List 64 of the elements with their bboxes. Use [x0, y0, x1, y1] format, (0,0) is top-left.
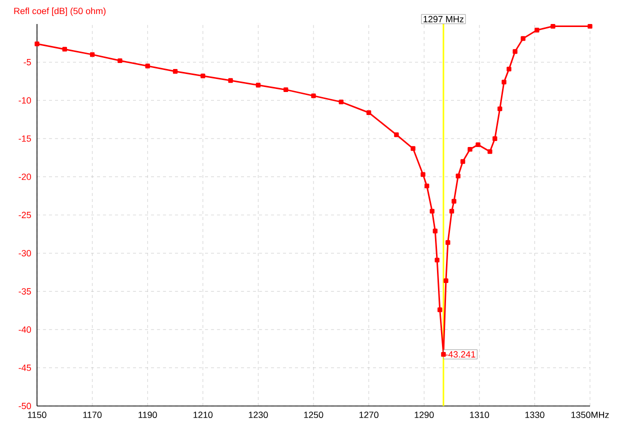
x-tick-label: 1310 — [470, 412, 490, 418]
point — [228, 78, 233, 83]
point — [410, 146, 416, 151]
x-tick-label: 1350MHz — [571, 412, 609, 418]
point — [256, 82, 261, 88]
y-tick-label: -10 — [18, 97, 31, 104]
point — [441, 352, 446, 357]
point — [438, 307, 442, 312]
x-tick-label: 1170 — [83, 412, 102, 418]
point — [200, 74, 206, 78]
point — [420, 172, 426, 177]
point — [284, 87, 288, 92]
point — [430, 208, 434, 214]
x-tick-label: 1190 — [138, 412, 157, 418]
annotation: -43.241 — [446, 351, 476, 358]
point — [498, 106, 502, 112]
y-tick-label: -45 — [18, 364, 31, 371]
y-tick-label: -50 — [18, 402, 31, 410]
x-tick-label: 1210 — [194, 412, 213, 418]
point — [449, 208, 454, 214]
point — [432, 228, 438, 234]
x-tick-label: 1150 — [28, 412, 46, 418]
point — [434, 258, 440, 262]
point — [534, 28, 540, 32]
point — [424, 184, 430, 188]
ref-line-label: 1297 MHz — [424, 16, 464, 22]
point — [550, 24, 556, 29]
point — [311, 93, 316, 98]
point — [468, 146, 472, 152]
point — [460, 159, 466, 164]
y-tick-label: -5 — [24, 59, 31, 66]
point — [476, 142, 480, 148]
point — [145, 64, 150, 68]
y-tick-label: -15 — [18, 135, 31, 142]
x-tick-label: 1330 — [525, 412, 544, 418]
y-tick-label: -20 — [18, 174, 31, 180]
point — [118, 58, 122, 64]
y-axis-title: Refl coef [dB] (50 ohm) — [14, 8, 106, 16]
y-tick-label: -40 — [18, 326, 31, 333]
point — [394, 132, 399, 138]
point — [90, 52, 95, 57]
point — [172, 69, 178, 74]
point — [488, 149, 492, 154]
point — [492, 136, 498, 141]
point — [588, 24, 592, 29]
point — [62, 46, 68, 52]
x-tick-label: 1290 — [414, 412, 434, 418]
point — [452, 198, 456, 204]
x-tick-label: 1270 — [359, 412, 378, 418]
x-tick-label: 1250 — [304, 412, 324, 418]
point — [34, 42, 40, 46]
x-tick-label: 1230 — [248, 412, 268, 418]
y-tick-label: -30 — [18, 250, 31, 256]
point — [366, 110, 372, 115]
point — [444, 278, 448, 284]
point — [338, 100, 344, 104]
point — [502, 80, 506, 84]
point — [520, 36, 526, 41]
point — [506, 66, 512, 72]
y-tick-label: -35 — [18, 288, 31, 295]
y-tick-label: -25 — [18, 212, 31, 218]
point — [446, 240, 450, 245]
point — [512, 49, 518, 54]
point — [456, 174, 460, 178]
